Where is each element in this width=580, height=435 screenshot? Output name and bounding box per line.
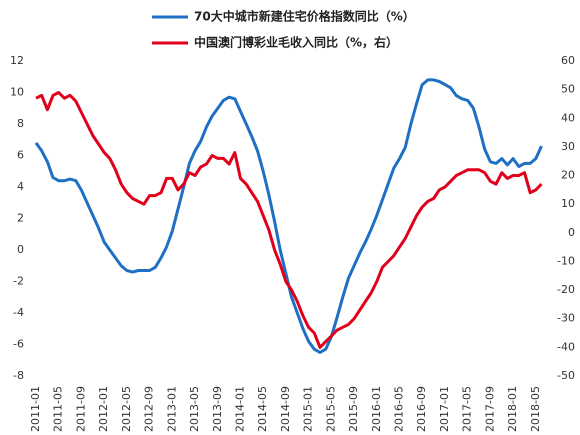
x-tick-label: 2016-05 [393,386,406,432]
y-tick-label: 4 [17,180,24,193]
y-tick-label: 2 [17,212,24,225]
y-tick-label: -2 [13,275,24,288]
legend-label: 70大中城市新建住宅价格指数同比（%） [194,9,415,24]
x-tick-label: 2011-09 [74,386,87,432]
x-tick-label: 2016-01 [370,386,383,432]
x-tick-label: 2017-05 [461,386,474,432]
x-tick-label: 2012-01 [97,386,110,432]
x-tick-label: 2015-05 [324,386,337,432]
y2-tick-label: 0 [568,226,575,239]
y-tick-label: 0 [17,243,24,256]
x-tick-label: 2013-05 [188,386,201,432]
x-tick-label: 2012-09 [143,386,156,432]
x-tick-label: 2017-09 [483,386,496,432]
x-tick-label: 2014-05 [256,386,269,432]
y2-tick-label: 10 [561,197,575,210]
x-tick-label: 2014-01 [233,386,246,432]
x-tick-label: 2011-05 [52,386,65,432]
y-tick-label: 8 [17,117,24,130]
x-tick-label: 2018-05 [529,386,542,432]
y-tick-label: -6 [13,338,24,351]
series-line [34,78,543,354]
x-tick-label: 2015-09 [347,386,360,432]
series-line [35,91,543,349]
x-tick-label: 2013-09 [211,386,224,432]
y-tick-label: 10 [10,86,24,99]
x-tick-label: 2016-09 [415,386,428,432]
x-tick-label: 2018-01 [506,386,519,432]
y-tick-label: 6 [17,149,24,162]
y-tick-label: -8 [13,369,24,382]
x-tick-label: 2015-01 [302,386,315,432]
y2-tick-label: 60 [561,54,575,67]
x-tick-label: 2012-05 [120,386,133,432]
y-tick-label: -4 [13,306,24,319]
y2-tick-label: -10 [557,254,575,267]
y2-tick-label: 40 [561,111,575,124]
y2-tick-label: 30 [561,140,575,153]
x-tick-label: 2014-09 [279,386,292,432]
y2-tick-label: 20 [561,169,575,182]
y2-tick-label: 50 [561,83,575,96]
y2-tick-label: -50 [557,369,575,382]
y2-tick-label: -40 [557,340,575,353]
y2-tick-label: -30 [557,312,575,325]
legend-label: 中国澳门博彩业毛收入同比（%，右） [194,35,398,50]
y2-tick-label: -20 [557,283,575,296]
y-tick-label: 12 [10,54,24,67]
x-tick-label: 2017-01 [438,386,451,432]
x-tick-label: 2013-01 [165,386,178,432]
x-tick-label: 2011-01 [29,386,42,432]
